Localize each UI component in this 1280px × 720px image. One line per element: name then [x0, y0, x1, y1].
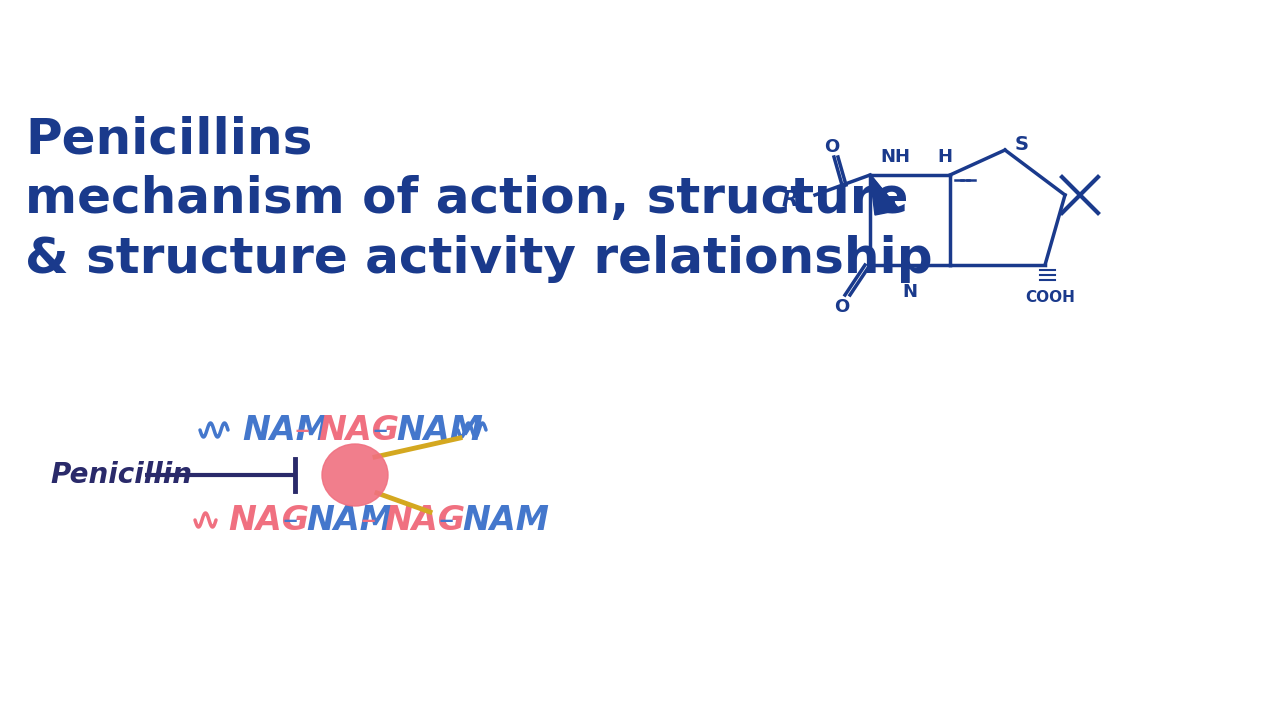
Polygon shape	[870, 175, 900, 215]
Text: S: S	[1015, 135, 1029, 155]
Text: COOH: COOH	[1025, 290, 1075, 305]
Text: NAG: NAG	[384, 503, 465, 536]
Text: –: –	[294, 415, 310, 444]
Text: & structure activity relationship: & structure activity relationship	[26, 235, 933, 283]
Text: NAM: NAM	[396, 413, 483, 446]
Text: –: –	[438, 505, 453, 534]
Text: NAG: NAG	[317, 413, 399, 446]
Text: NAM: NAM	[242, 413, 329, 446]
Text: H: H	[937, 148, 952, 166]
Text: R: R	[781, 190, 799, 210]
Text: mechanism of action, structure: mechanism of action, structure	[26, 175, 909, 223]
Text: N: N	[902, 283, 918, 301]
Ellipse shape	[323, 444, 388, 506]
Text: –: –	[361, 505, 375, 534]
Text: NH: NH	[881, 148, 910, 166]
Text: NAM: NAM	[306, 503, 393, 536]
Text: NAM: NAM	[462, 503, 549, 536]
Text: NAG: NAG	[228, 503, 310, 536]
Text: Penicillins: Penicillins	[26, 115, 312, 163]
Text: –: –	[372, 415, 388, 444]
Text: O: O	[824, 138, 840, 156]
Text: –: –	[283, 505, 298, 534]
Text: Penicillin: Penicillin	[50, 461, 192, 489]
Text: O: O	[835, 298, 850, 316]
